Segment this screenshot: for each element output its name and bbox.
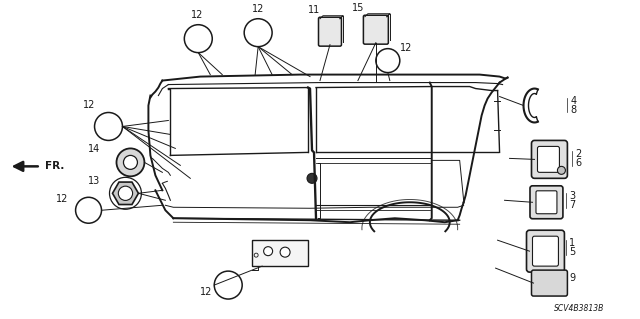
Circle shape bbox=[214, 271, 242, 299]
Circle shape bbox=[184, 25, 212, 53]
Text: SCV4B3813B: SCV4B3813B bbox=[554, 303, 605, 313]
Circle shape bbox=[95, 113, 122, 140]
Text: 12: 12 bbox=[400, 43, 412, 53]
Text: 7: 7 bbox=[570, 200, 575, 210]
Circle shape bbox=[557, 167, 565, 174]
Circle shape bbox=[76, 197, 102, 223]
Circle shape bbox=[116, 148, 145, 176]
Text: 5: 5 bbox=[570, 247, 575, 257]
Text: 2: 2 bbox=[575, 149, 582, 160]
Text: 12: 12 bbox=[191, 10, 204, 20]
Circle shape bbox=[280, 247, 290, 257]
Text: 4: 4 bbox=[570, 95, 577, 106]
Text: 14: 14 bbox=[88, 145, 100, 154]
FancyBboxPatch shape bbox=[536, 191, 557, 214]
FancyBboxPatch shape bbox=[364, 15, 388, 44]
Circle shape bbox=[124, 155, 138, 169]
Text: 13: 13 bbox=[88, 176, 100, 186]
Text: 12: 12 bbox=[83, 100, 96, 110]
Text: 11: 11 bbox=[308, 5, 320, 15]
Text: 12: 12 bbox=[56, 194, 68, 204]
Circle shape bbox=[118, 186, 132, 200]
FancyBboxPatch shape bbox=[531, 140, 568, 178]
Text: 3: 3 bbox=[570, 191, 575, 201]
Text: FR.: FR. bbox=[45, 161, 64, 171]
FancyBboxPatch shape bbox=[527, 230, 564, 272]
FancyBboxPatch shape bbox=[532, 236, 559, 266]
Text: 9: 9 bbox=[570, 273, 575, 283]
Text: 1: 1 bbox=[570, 238, 575, 248]
Circle shape bbox=[244, 19, 272, 47]
Circle shape bbox=[376, 48, 400, 73]
FancyBboxPatch shape bbox=[319, 17, 342, 46]
Text: 12: 12 bbox=[200, 287, 212, 297]
Text: 12: 12 bbox=[252, 4, 264, 14]
FancyBboxPatch shape bbox=[538, 146, 559, 172]
FancyBboxPatch shape bbox=[531, 270, 568, 296]
Text: 8: 8 bbox=[570, 105, 577, 115]
FancyBboxPatch shape bbox=[252, 240, 308, 266]
Text: 15: 15 bbox=[352, 3, 364, 13]
Polygon shape bbox=[113, 182, 138, 204]
Text: 6: 6 bbox=[575, 158, 582, 168]
Circle shape bbox=[264, 247, 273, 256]
Circle shape bbox=[307, 173, 317, 183]
FancyBboxPatch shape bbox=[530, 186, 563, 219]
